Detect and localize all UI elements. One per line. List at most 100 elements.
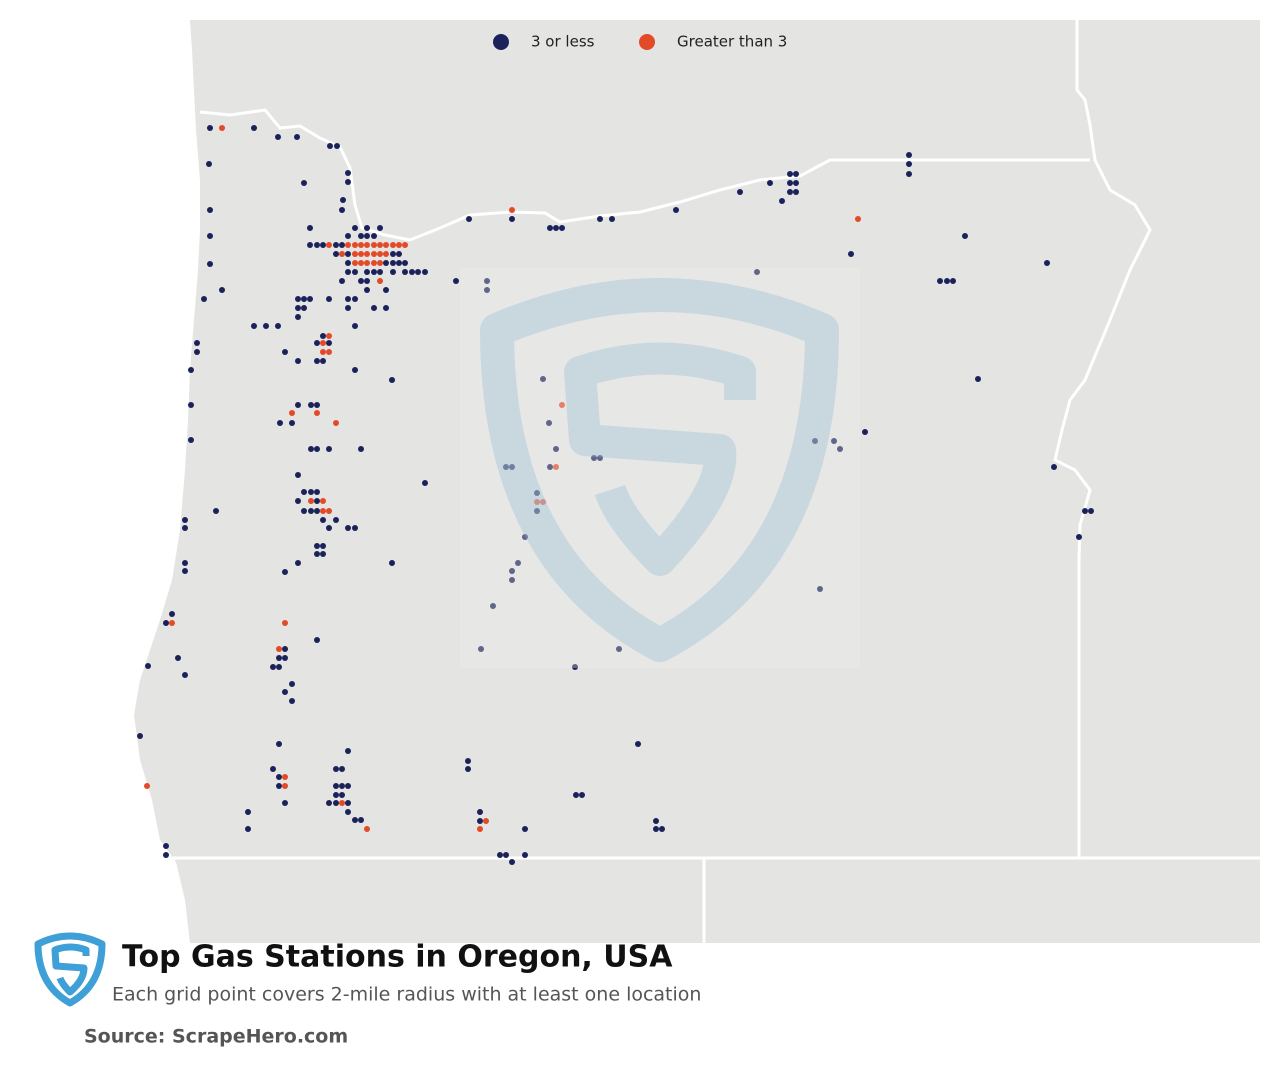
location-dot [295,498,301,504]
location-dot [522,852,528,858]
location-dot [1076,534,1082,540]
location-dot [396,242,402,248]
location-dot [295,358,301,364]
location-dot [251,125,257,131]
location-dot [276,664,282,670]
location-dot [245,826,251,832]
location-dot [320,551,326,557]
location-dot [371,305,377,311]
location-dot [251,323,257,329]
location-dot [737,189,743,195]
location-dot [295,402,301,408]
location-dot [371,269,377,275]
location-dot [515,560,521,566]
legend-marker [639,34,655,50]
location-dot [358,446,364,452]
location-dot [383,251,389,257]
location-dot [540,376,546,382]
location-dot [787,189,793,195]
location-dot [333,766,339,772]
location-dot [579,792,585,798]
location-dot [364,287,370,293]
location-dot [182,672,188,678]
location-dot [289,681,295,687]
location-dot [975,376,981,382]
location-dot [345,296,351,302]
location-dot [383,242,389,248]
location-dot [383,260,389,266]
location-dot [402,260,408,266]
location-dot [787,171,793,177]
location-dot [327,143,333,149]
location-dot [334,143,340,149]
location-dot [1082,508,1088,514]
location-dot [276,774,282,780]
location-dot [754,269,760,275]
location-dot [453,278,459,284]
location-dot [308,446,314,452]
location-dot [194,349,200,355]
land [134,20,1260,943]
location-dot [188,437,194,443]
location-dot [364,242,370,248]
location-dot [333,792,339,798]
location-dot [345,170,351,176]
location-dot [345,783,351,789]
location-dot [364,225,370,231]
location-dot [402,269,408,275]
location-dot [207,207,213,213]
location-dot [503,852,509,858]
location-dot [314,358,320,364]
location-dot [848,251,854,257]
location-dot [616,646,622,652]
location-dot [320,498,326,504]
location-dot [950,278,956,284]
location-dot [345,242,351,248]
location-dot [277,420,283,426]
location-dot [371,242,377,248]
location-dot [862,429,868,435]
location-dot [282,349,288,355]
location-dot [219,287,225,293]
location-dot [390,269,396,275]
location-dot [175,655,181,661]
location-dot [169,611,175,617]
location-dot [553,464,559,470]
location-dot [289,410,295,416]
location-dot [295,560,301,566]
location-dot [314,508,320,514]
location-dot [314,637,320,643]
location-dot [314,543,320,549]
location-dot [339,207,345,213]
location-dot [509,859,515,865]
legend: 3 or less Greater than 3 [493,33,787,51]
location-dot [339,251,345,257]
location-dot [314,410,320,416]
location-dot [466,216,472,222]
location-dot [547,225,553,231]
location-dot [793,171,799,177]
location-dot [477,809,483,815]
location-dot [182,525,188,531]
legend-marker [493,34,509,50]
location-dot [358,233,364,239]
location-dot [352,251,358,257]
location-dot [326,446,332,452]
location-dot [301,296,307,302]
location-dot [490,603,496,609]
location-dot [779,198,785,204]
location-dot [653,826,659,832]
location-dot [320,349,326,355]
location-dot [659,826,665,832]
location-dot [314,446,320,452]
location-dot [333,420,339,426]
borders [168,20,1260,943]
location-dot [276,783,282,789]
location-dot [188,367,194,373]
border-north [199,108,1090,242]
watermark [460,268,860,668]
location-dot [194,340,200,346]
location-dot [831,438,837,444]
location-dot [320,242,326,248]
